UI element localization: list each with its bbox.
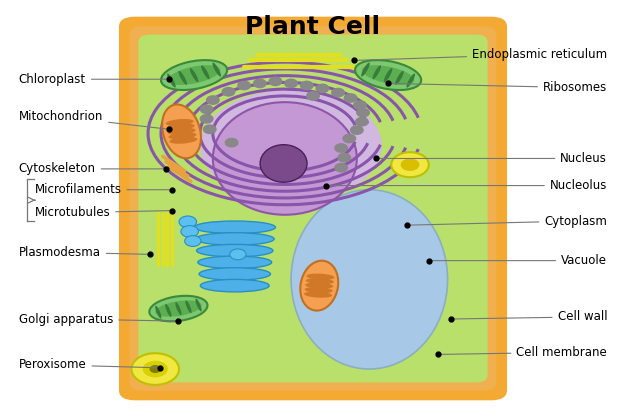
Ellipse shape (150, 296, 207, 322)
Text: Ribosomes: Ribosomes (391, 81, 607, 94)
Circle shape (332, 88, 344, 97)
Text: Cell membrane: Cell membrane (441, 346, 607, 359)
Circle shape (356, 118, 368, 126)
Circle shape (143, 361, 168, 377)
Ellipse shape (197, 244, 273, 257)
Ellipse shape (306, 278, 334, 284)
Ellipse shape (305, 287, 332, 293)
Circle shape (200, 105, 213, 113)
Ellipse shape (305, 283, 333, 289)
Circle shape (354, 101, 366, 109)
Ellipse shape (260, 145, 307, 182)
Ellipse shape (168, 65, 220, 85)
Text: Microfilaments: Microfilaments (34, 183, 170, 196)
Ellipse shape (168, 128, 195, 135)
Circle shape (343, 134, 356, 143)
Circle shape (230, 249, 246, 260)
Ellipse shape (362, 65, 414, 85)
Circle shape (335, 144, 347, 152)
Ellipse shape (291, 190, 448, 369)
Ellipse shape (165, 304, 172, 317)
Ellipse shape (167, 73, 176, 88)
Ellipse shape (185, 300, 192, 313)
Circle shape (200, 115, 213, 123)
Circle shape (401, 158, 419, 171)
Circle shape (222, 88, 235, 96)
Ellipse shape (306, 274, 334, 280)
FancyBboxPatch shape (130, 26, 496, 391)
Circle shape (207, 96, 219, 104)
Circle shape (300, 81, 313, 90)
Circle shape (285, 79, 297, 88)
Circle shape (357, 108, 369, 117)
Ellipse shape (175, 302, 182, 315)
Ellipse shape (200, 279, 269, 292)
Ellipse shape (201, 65, 210, 79)
Circle shape (203, 125, 216, 133)
FancyBboxPatch shape (138, 35, 488, 382)
Text: Peroxisome: Peroxisome (19, 358, 157, 372)
Ellipse shape (178, 71, 187, 85)
Ellipse shape (168, 132, 197, 139)
Circle shape (335, 163, 347, 172)
Text: Golgi apparatus: Golgi apparatus (19, 312, 176, 326)
Ellipse shape (155, 306, 162, 319)
Circle shape (179, 216, 197, 228)
Circle shape (181, 226, 198, 237)
Ellipse shape (167, 123, 195, 131)
Text: Vacuole: Vacuole (431, 254, 607, 267)
Ellipse shape (361, 63, 370, 77)
Ellipse shape (161, 60, 227, 90)
Ellipse shape (300, 261, 338, 311)
Circle shape (344, 94, 357, 102)
Ellipse shape (166, 119, 193, 126)
Ellipse shape (304, 291, 332, 298)
Circle shape (269, 77, 282, 85)
Ellipse shape (195, 299, 202, 311)
Text: Nucleus: Nucleus (378, 152, 607, 165)
Circle shape (316, 84, 329, 93)
Circle shape (391, 152, 429, 177)
Ellipse shape (355, 60, 421, 90)
Circle shape (225, 138, 238, 147)
Circle shape (238, 81, 250, 90)
Ellipse shape (199, 268, 270, 280)
Text: Endoplasmic reticulum: Endoplasmic reticulum (356, 48, 607, 61)
Ellipse shape (155, 301, 202, 317)
Text: Nucleolus: Nucleolus (328, 179, 607, 192)
Text: Plasmodesma: Plasmodesma (19, 246, 148, 259)
Text: Plant Cell: Plant Cell (245, 15, 381, 39)
Circle shape (351, 126, 363, 134)
Text: Cytoskeleton: Cytoskeleton (19, 162, 163, 176)
Circle shape (150, 366, 160, 372)
Circle shape (254, 79, 266, 88)
Text: Microtubules: Microtubules (34, 206, 170, 219)
Ellipse shape (200, 90, 382, 202)
FancyBboxPatch shape (119, 17, 507, 400)
Ellipse shape (406, 73, 415, 88)
Ellipse shape (372, 65, 381, 79)
Circle shape (338, 153, 351, 162)
Ellipse shape (190, 68, 198, 82)
Text: Cytoplasm: Cytoplasm (409, 214, 607, 228)
Circle shape (185, 236, 201, 246)
Ellipse shape (198, 256, 272, 269)
Ellipse shape (195, 233, 274, 245)
Ellipse shape (213, 102, 357, 215)
Ellipse shape (384, 68, 393, 82)
Text: Mitochondrion: Mitochondrion (19, 110, 167, 129)
Ellipse shape (212, 63, 221, 77)
Ellipse shape (194, 221, 275, 234)
Text: Cell wall: Cell wall (453, 310, 607, 324)
Ellipse shape (170, 137, 197, 144)
Circle shape (131, 353, 179, 385)
Ellipse shape (162, 104, 201, 158)
Ellipse shape (395, 71, 404, 85)
Circle shape (307, 92, 319, 100)
Text: Chloroplast: Chloroplast (19, 73, 167, 86)
